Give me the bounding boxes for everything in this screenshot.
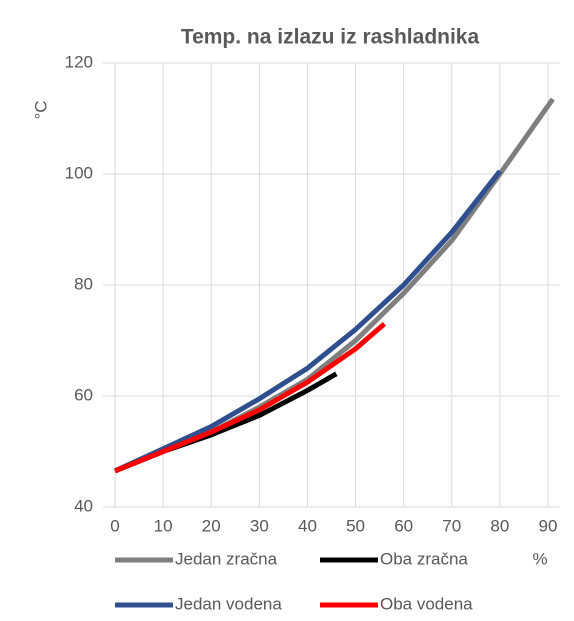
- x-tick-label: 70: [442, 516, 461, 535]
- x-tick-label: 40: [298, 516, 317, 535]
- x-tick-label: 50: [346, 516, 365, 535]
- chart-title: Temp. na izlazu iz rashladnika: [181, 26, 480, 49]
- y-tick-label: 40: [74, 496, 93, 515]
- series-line: [114, 321, 387, 474]
- x-tick-label: 60: [394, 516, 413, 535]
- x-tick-label: 20: [202, 516, 221, 535]
- x-axis-label: %: [532, 549, 547, 568]
- legend-label: Oba vodena: [380, 594, 473, 613]
- x-tick-label: 80: [490, 516, 509, 535]
- y-tick-label: 80: [74, 274, 93, 293]
- x-tick-label: 10: [154, 516, 173, 535]
- legend-label: Jedan zračna: [175, 549, 278, 568]
- x-tick-label: 0: [110, 516, 119, 535]
- y-tick-label: 100: [65, 163, 93, 182]
- legend-label: Jedan vodena: [175, 594, 282, 613]
- x-tick-label: 90: [539, 516, 558, 535]
- x-tick-label: 30: [250, 516, 269, 535]
- series-line: [113, 169, 502, 474]
- y-axis-label: °C: [31, 100, 50, 119]
- y-tick-label: 120: [65, 52, 93, 71]
- y-tick-label: 60: [74, 385, 93, 404]
- legend-label: Oba zračna: [380, 549, 468, 568]
